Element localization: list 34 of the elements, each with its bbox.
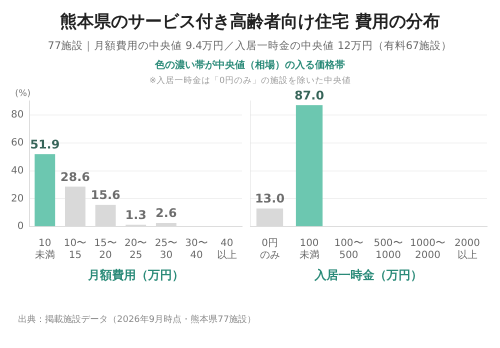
y-tick-label: 20 [10, 193, 24, 204]
y-tick-label: 60 [10, 137, 24, 148]
x-axis-title: 入居一時金（万円） [314, 268, 422, 282]
data-label: 15.6 [90, 188, 120, 202]
data-label: 87.0 [294, 88, 324, 102]
text: ※入居一時金は「0円のみ」の施設を除いた中央値 [148, 75, 352, 87]
x-tick-label: 20〜25 [124, 238, 148, 262]
x-tick-label: 30〜40 [185, 238, 208, 262]
x-tick-label: 25〜30 [154, 238, 178, 262]
x-tick-label: 15〜20 [94, 238, 117, 262]
x-tick-label: 500〜1000 [374, 238, 403, 262]
x-tick-label: 100未満 [299, 238, 320, 262]
x-tick-label: 0円のみ [260, 238, 280, 262]
x-tick-label: 10〜15 [64, 238, 87, 262]
data-label: 51.9 [30, 137, 60, 152]
x-tick-label: 2000以上 [454, 238, 480, 262]
x-axis-title: 月額費用（万円） [86, 268, 184, 282]
text: 色の濃い帯が中央値（相場）の入る価格帯 [154, 58, 346, 72]
data-label: 28.6 [60, 170, 90, 184]
x-tick-label: 40以上 [216, 238, 237, 262]
x-tick-label: 1000〜2000 [410, 238, 446, 262]
data-label: 13.0 [254, 192, 285, 206]
x-tick-label: 100〜500 [334, 238, 364, 262]
y-axis-title: (%) [15, 88, 31, 99]
bar [34, 154, 56, 226]
chart-title: 熊本県のサービス付き高齢者向け住宅 費用の分布 [59, 11, 441, 33]
chart-subtitle: 77施設｜月額費用の中央値 9.4万円／入居一時金の中央値 12万円（有料67施設） [46, 39, 454, 53]
data-label: 1.3 [125, 208, 146, 222]
x-tick-label: 10未満 [34, 238, 55, 262]
data-label: 2.6 [156, 206, 177, 220]
source-note: 出典：掲載施設データ（2026年9月時点・熊本県77施設） [18, 314, 256, 326]
y-tick-label: 0 [17, 221, 24, 232]
y-tick-label: 80 [10, 110, 24, 121]
y-tick-label: 40 [10, 165, 24, 176]
